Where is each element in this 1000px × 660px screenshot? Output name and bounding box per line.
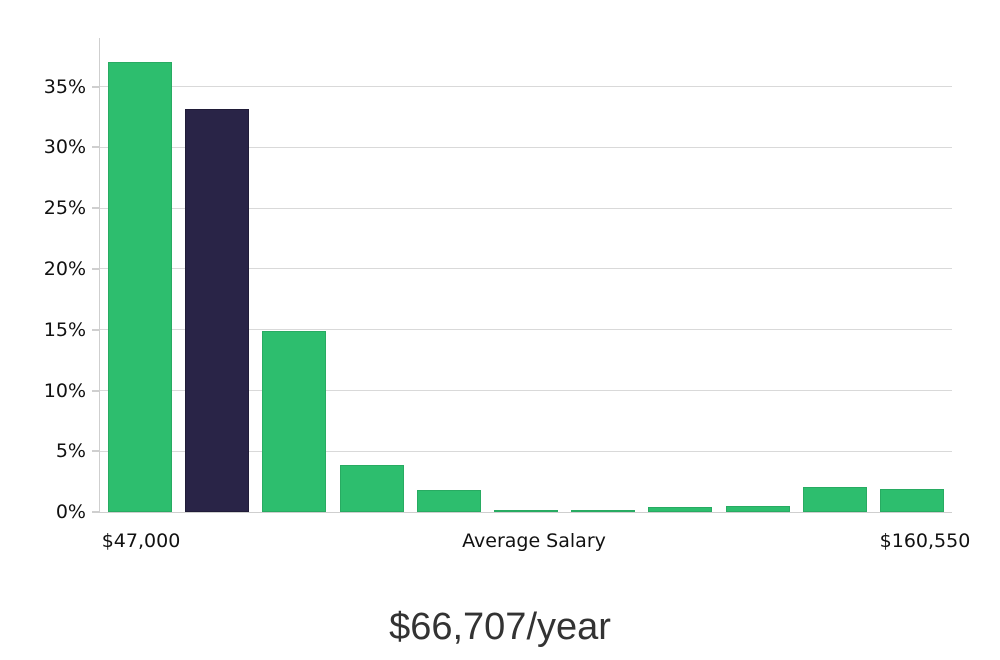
x-axis-label: $160,550	[879, 530, 971, 552]
gridline	[100, 86, 952, 88]
bar	[494, 509, 558, 512]
bar	[802, 486, 867, 512]
bar	[571, 509, 636, 512]
y-tick-label: 5%	[55, 440, 86, 463]
bar-highlighted	[185, 108, 250, 512]
y-tick-label: 35%	[43, 75, 86, 98]
gridline	[100, 450, 952, 452]
bar	[648, 507, 713, 512]
chart-title: $66,707/year	[389, 606, 611, 648]
y-tick-mark	[92, 146, 99, 149]
bar	[416, 490, 481, 512]
y-tick-label: 20%	[43, 257, 86, 280]
x-axis-label: $47,000	[101, 530, 181, 552]
plot-area: 0% 5% 10% 15% 20% 25% 30% 35% $47,000 Average Sa…	[44, 38, 970, 552]
bar	[725, 505, 790, 512]
y-tick-label: 0%	[55, 501, 86, 523]
x-axis-label: Average Salary	[462, 530, 606, 552]
y-tick-mark	[92, 511, 99, 513]
y-tick-mark	[92, 85, 99, 88]
gridline	[100, 146, 952, 148]
y-tick-mark	[92, 207, 99, 210]
bar	[108, 62, 172, 512]
gridline	[100, 329, 952, 331]
y-tick-label: 25%	[43, 197, 86, 220]
bar	[880, 488, 944, 512]
y-tick-mark	[92, 328, 99, 331]
y-tick-mark	[92, 450, 99, 453]
y-tick-mark	[92, 267, 99, 270]
y-tick-label: 10%	[43, 379, 86, 402]
bar	[262, 330, 327, 512]
gridline	[100, 268, 952, 270]
y-tick-mark	[92, 389, 99, 392]
bar	[339, 464, 404, 512]
gridline	[100, 390, 952, 391]
gridline	[100, 207, 952, 209]
y-tick-label: 30%	[43, 136, 86, 159]
y-tick-label: 15%	[43, 318, 86, 341]
